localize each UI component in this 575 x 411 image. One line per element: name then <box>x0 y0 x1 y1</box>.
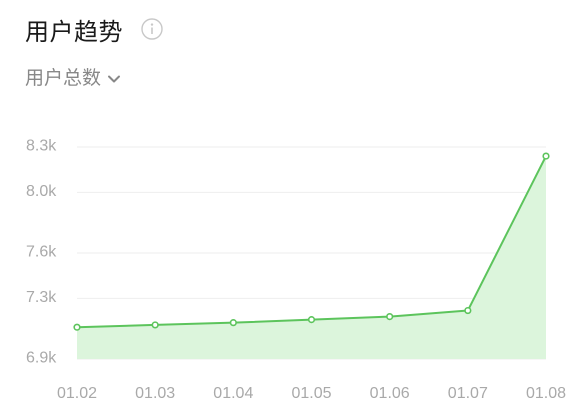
y-tick-label: 7.6k <box>26 244 57 261</box>
metric-dropdown[interactable]: 用户总数 <box>25 63 121 89</box>
data-point <box>307 316 316 324</box>
y-tick-label: 7.3k <box>26 289 57 306</box>
x-tick-label: 01.04 <box>213 385 253 402</box>
metric-dropdown-label: 用户总数 <box>25 66 102 89</box>
chart-header: 用户趋势 <box>25 12 163 46</box>
x-tick-label: 01.08 <box>526 385 566 402</box>
x-tick-label: 01.07 <box>448 385 488 402</box>
data-point <box>464 306 472 315</box>
data-point <box>73 323 81 331</box>
data-point <box>386 313 394 321</box>
data-point <box>151 321 159 329</box>
y-tick-label: 6.9k <box>26 350 57 367</box>
y-tick-label: 8.0k <box>26 183 57 200</box>
x-tick-label: 01.05 <box>291 385 331 402</box>
info-circle-icon[interactable] <box>141 18 163 40</box>
series-area <box>77 156 546 359</box>
page-title: 用户趋势 <box>25 17 123 46</box>
x-tick-label: 01.06 <box>370 385 410 402</box>
chevron-down-icon <box>107 69 121 83</box>
x-tick-label: 01.02 <box>57 385 97 402</box>
data-point <box>542 152 550 160</box>
y-tick-label: 8.3k <box>26 138 57 155</box>
data-point <box>229 319 237 327</box>
x-tick-label: 01.03 <box>135 385 175 402</box>
